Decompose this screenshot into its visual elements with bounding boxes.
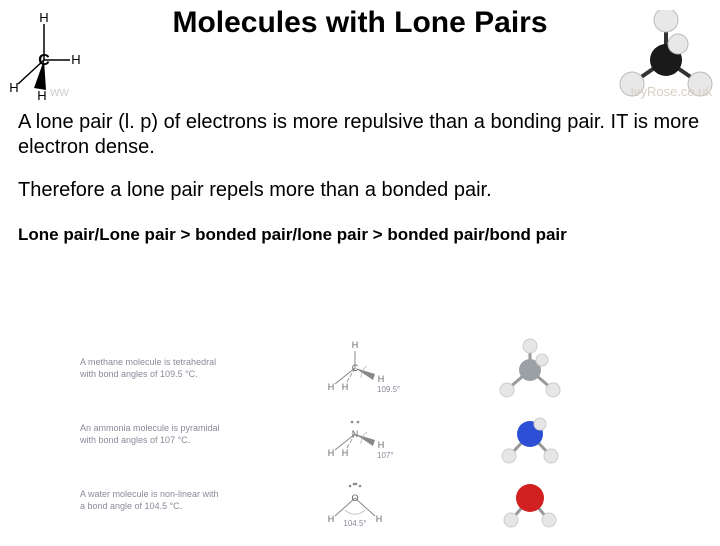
molecule-row-water: A water molecule is non-linear with a bo…: [80, 468, 650, 534]
svg-text:H: H: [328, 514, 335, 524]
desc-line: with bond angles of 107 °C.: [80, 435, 190, 445]
svg-text:H: H: [328, 382, 335, 392]
svg-text:H: H: [378, 440, 385, 450]
watermark-right: IvyRose.co.uk: [630, 84, 712, 99]
svg-text:H: H: [342, 382, 349, 392]
svg-text:104.5°: 104.5°: [343, 519, 366, 528]
desc-line: a bond angle of 104.5 °C.: [80, 501, 182, 511]
repulsion-inequality: Lone pair/Lone pair > bonded pair/lone p…: [18, 225, 702, 245]
svg-text:H: H: [378, 374, 385, 384]
svg-text:H: H: [328, 448, 335, 458]
molecule-3d-model: [430, 404, 630, 466]
svg-text:H: H: [376, 514, 383, 524]
desc-line: A water molecule is non-linear with: [80, 489, 219, 499]
svg-text:N: N: [352, 429, 359, 439]
molecule-3d-model: [430, 470, 630, 532]
page-title: Molecules with Lone Pairs: [0, 6, 720, 40]
svg-text:H: H: [39, 10, 48, 25]
molecule-desc: A methane molecule is tetrahedral with b…: [80, 357, 280, 380]
svg-text:H: H: [342, 448, 349, 458]
svg-text:O: O: [351, 493, 358, 503]
paragraph-1: A lone pair (l. p) of electrons is more …: [18, 110, 702, 160]
molecule-flat-diagram: N H H H 107°: [280, 404, 430, 466]
corner-methane-structural: C H H H H: [4, 10, 84, 100]
svg-text:109.5°: 109.5°: [377, 385, 400, 394]
svg-text:H: H: [71, 52, 80, 67]
molecule-3d-model: [430, 338, 630, 400]
svg-text:H: H: [352, 340, 359, 350]
molecule-flat-diagram: H C H H H 109.5°: [280, 338, 430, 400]
paragraph-2: Therefore a lone pair repels more than a…: [18, 178, 702, 203]
molecule-table: A methane molecule is tetrahedral with b…: [80, 336, 650, 534]
svg-text:107°: 107°: [377, 451, 394, 460]
molecule-desc: An ammonia molecule is pyramidal with bo…: [80, 423, 280, 446]
svg-text:H: H: [37, 88, 46, 100]
desc-line: A methane molecule is tetrahedral: [80, 357, 216, 367]
desc-line: with bond angles of 109.5 °C.: [80, 369, 198, 379]
molecule-flat-diagram: O H H 104.5°: [280, 470, 430, 532]
svg-text:H: H: [9, 80, 18, 95]
center-atom-label: C: [38, 52, 50, 69]
watermark-left: ww: [50, 84, 69, 99]
molecule-desc: A water molecule is non-linear with a bo…: [80, 489, 280, 512]
molecule-row-ammonia: An ammonia molecule is pyramidal with bo…: [80, 402, 650, 468]
molecule-row-methane: A methane molecule is tetrahedral with b…: [80, 336, 650, 402]
desc-line: An ammonia molecule is pyramidal: [80, 423, 220, 433]
svg-text:C: C: [352, 363, 359, 373]
